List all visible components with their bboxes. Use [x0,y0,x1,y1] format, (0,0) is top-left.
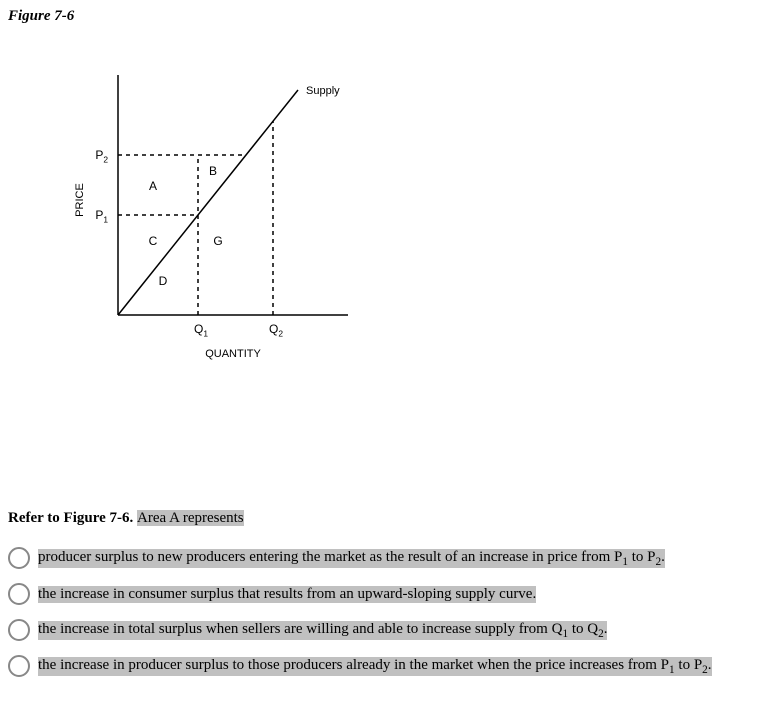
radio-icon[interactable] [8,583,30,605]
radio-icon[interactable] [8,547,30,569]
svg-text:B: B [209,164,217,178]
svg-text:P2: P2 [95,148,108,165]
radio-icon[interactable] [8,655,30,677]
radio-icon[interactable] [8,619,30,641]
svg-text:PRICE: PRICE [74,183,86,217]
answer-option-2[interactable]: the increase in consumer surplus that re… [8,583,784,605]
option-text: the increase in consumer surplus that re… [38,586,536,603]
option-text: the increase in producer surplus to thos… [38,657,712,676]
svg-text:C: C [149,234,158,248]
figure-title: Figure 7-6 [8,8,784,25]
answer-option-1[interactable]: producer surplus to new producers enteri… [8,547,784,569]
svg-text:Q1: Q1 [194,322,208,339]
svg-text:P1: P1 [95,208,108,225]
svg-text:D: D [159,274,168,288]
answer-option-3[interactable]: the increase in total surplus when selle… [8,619,784,641]
economics-chart: PRICE QUANTITY Supply P2 P1 Q1 Q2 A B C G D [58,45,784,370]
question-prefix: Refer to Figure 7-6. [8,510,137,526]
svg-text:Supply: Supply [306,85,340,97]
supply-chart-svg: PRICE QUANTITY Supply P2 P1 Q1 Q2 A B C G D [58,45,378,365]
option-text: the increase in total surplus when selle… [38,621,607,640]
question-stem: Refer to Figure 7-6. Area A represents [8,510,784,527]
svg-text:A: A [149,179,157,193]
answer-options: producer surplus to new producers enteri… [8,547,784,677]
question-highlight: Area A represents [137,510,244,526]
answer-option-4[interactable]: the increase in producer surplus to thos… [8,655,784,677]
svg-text:G: G [213,234,222,248]
svg-text:QUANTITY: QUANTITY [205,348,261,360]
svg-text:Q2: Q2 [269,322,283,339]
option-text: producer surplus to new producers enteri… [38,549,665,568]
